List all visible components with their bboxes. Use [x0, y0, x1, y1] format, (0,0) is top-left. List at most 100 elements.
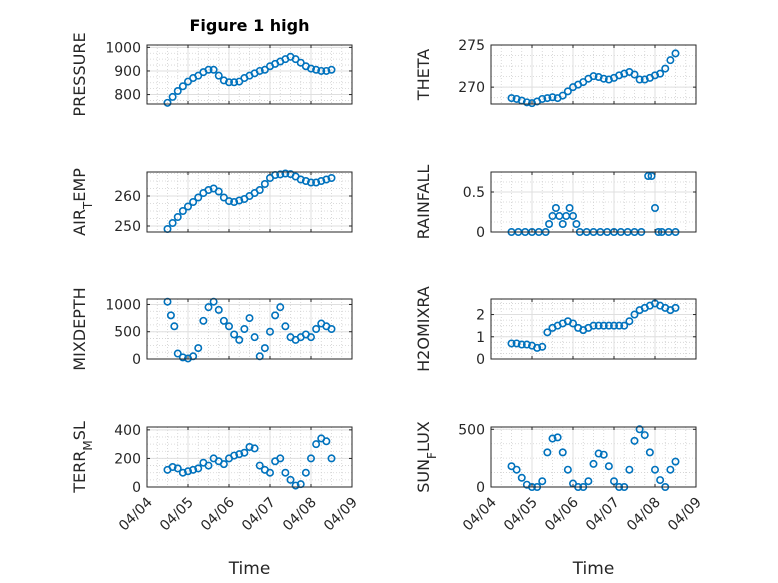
data-point — [301, 468, 310, 477]
data-point — [312, 440, 321, 449]
data-point — [650, 465, 659, 474]
data-point — [558, 448, 567, 457]
data-point — [194, 344, 203, 353]
data-point — [635, 425, 644, 434]
data-point — [184, 202, 193, 211]
data-point — [214, 71, 223, 80]
data-point — [538, 342, 547, 351]
data-series — [163, 169, 336, 234]
data-series — [507, 299, 680, 352]
data-point — [558, 220, 567, 229]
data-point — [312, 324, 321, 333]
data-point — [522, 98, 531, 107]
axes-box — [490, 298, 697, 360]
subplot-2: 270 275 THETA — [414, 38, 697, 108]
y-tick-label: 2 — [476, 308, 485, 324]
data-point — [184, 77, 193, 86]
data-point — [219, 193, 228, 202]
axes-box — [146, 298, 353, 360]
x-tick-label: 04/09 — [665, 495, 705, 535]
data-point — [327, 454, 336, 463]
data-point — [184, 467, 193, 476]
x-tick-label: 04/09 — [321, 495, 361, 535]
data-point — [656, 476, 665, 485]
data-point — [235, 196, 244, 205]
data-point — [507, 339, 516, 348]
data-point — [168, 462, 177, 471]
data-point — [173, 213, 182, 222]
y-tick-label: 260 — [114, 189, 141, 205]
data-point — [548, 212, 557, 221]
data-point — [647, 172, 656, 181]
data-point — [317, 66, 326, 75]
data-point — [533, 343, 542, 352]
y-tick-label: 200 — [114, 451, 141, 467]
data-point — [301, 177, 310, 186]
data-point — [538, 477, 547, 486]
data-point — [235, 77, 244, 86]
data-point — [255, 66, 264, 75]
y-tick-label: 0 — [476, 225, 485, 241]
data-point — [562, 212, 571, 221]
data-point — [291, 55, 300, 64]
data-point — [225, 78, 234, 87]
data-point — [168, 92, 177, 101]
data-point — [565, 204, 574, 213]
y-axis-label: H2OMIXRA — [414, 286, 433, 372]
data-point — [630, 310, 639, 319]
data-point — [650, 204, 659, 213]
data-point — [604, 462, 613, 471]
y-tick-label: 250 — [114, 219, 141, 235]
data-point — [235, 335, 244, 344]
axes-box — [146, 171, 353, 233]
x-tick-label: 04/04 — [460, 494, 500, 534]
data-point — [306, 178, 315, 187]
y-axis-label: SUNFLUX — [414, 421, 439, 493]
data-point — [312, 178, 321, 187]
data-point — [640, 431, 649, 440]
x-tick-label: 04/06 — [198, 494, 238, 534]
data-point — [230, 451, 239, 460]
data-point — [327, 65, 336, 74]
data-point — [543, 448, 552, 457]
data-point — [281, 468, 290, 477]
data-point — [604, 321, 613, 330]
data-point — [512, 339, 521, 348]
x-tick-label: 04/04 — [116, 494, 156, 534]
data-point — [327, 174, 336, 183]
data-point — [543, 328, 552, 337]
data-point — [630, 70, 639, 79]
y-axis-label: TERRMSL — [70, 421, 95, 494]
data-series — [163, 297, 336, 363]
data-point — [599, 321, 608, 330]
x-tick-label: 04/06 — [542, 494, 582, 534]
data-point — [517, 340, 526, 349]
data-point — [235, 450, 244, 459]
data-point — [512, 465, 521, 474]
data-point — [168, 219, 177, 228]
data-point — [260, 344, 269, 353]
data-point — [178, 207, 187, 216]
data-point — [271, 311, 280, 320]
x-axis-label: Time — [228, 559, 271, 579]
data-point — [306, 333, 315, 342]
y-axis-label: PRESSURE — [70, 32, 89, 116]
y-tick-label: 0 — [132, 480, 141, 496]
subplot-4: 0 0.5 RAINFALL — [414, 165, 697, 241]
data-point — [558, 91, 567, 100]
data-point — [306, 64, 315, 73]
data-point — [322, 437, 331, 446]
data-point — [204, 303, 213, 312]
data-series — [507, 49, 680, 108]
data-point — [240, 324, 249, 333]
data-point — [204, 461, 213, 470]
x-tick-label: 04/05 — [157, 495, 197, 535]
axes-box — [490, 44, 697, 105]
data-point — [644, 172, 653, 181]
data-point — [194, 193, 203, 202]
data-point — [671, 49, 680, 58]
data-point — [286, 475, 295, 484]
data-point — [250, 444, 259, 453]
data-point — [625, 465, 634, 474]
